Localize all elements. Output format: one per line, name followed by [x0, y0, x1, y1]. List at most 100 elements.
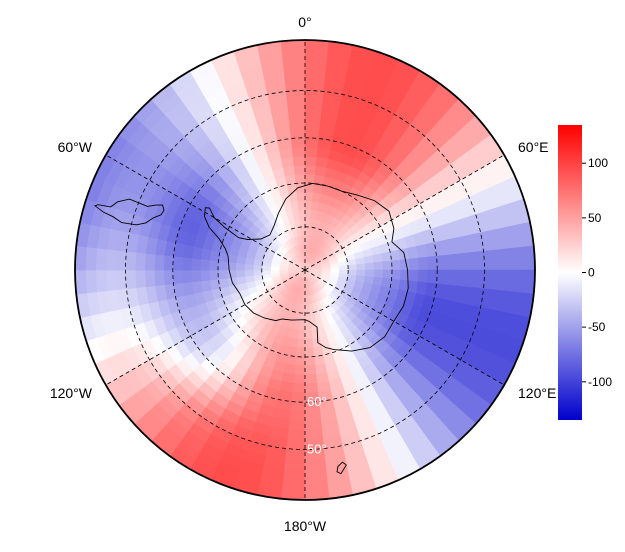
field-cell — [295, 347, 306, 358]
field-cell — [290, 200, 299, 212]
field-cell — [364, 262, 375, 271]
field-cell — [285, 90, 306, 102]
field-cell — [270, 269, 280, 274]
field-cell — [218, 277, 229, 289]
field-cell — [281, 50, 306, 63]
field-cell — [190, 257, 202, 271]
field-cell — [286, 429, 306, 441]
field-cell — [293, 164, 306, 175]
field-cell — [287, 419, 306, 431]
field-cell — [288, 191, 299, 203]
field-cell — [290, 137, 306, 149]
field-cell — [285, 438, 306, 450]
field-cell — [512, 246, 525, 271]
field-cell — [304, 347, 315, 358]
colorbar-gradient — [558, 125, 582, 420]
graticule — [105, 40, 505, 500]
field-cell — [381, 251, 392, 263]
field-cell — [294, 356, 306, 367]
longitude-label: 120°W — [50, 385, 93, 401]
field-cell — [235, 276, 247, 285]
field-cell — [299, 217, 306, 228]
field-cell — [312, 346, 324, 357]
field-cell — [304, 467, 328, 480]
field-cell — [261, 269, 272, 275]
field-cell — [347, 264, 358, 271]
south-america-coast — [94, 198, 165, 226]
field-cell — [217, 260, 228, 271]
field-cell — [373, 269, 384, 279]
field-cell — [235, 269, 246, 278]
field-cell — [153, 253, 165, 271]
field-cell — [190, 269, 202, 283]
field-cell — [297, 200, 306, 211]
field-cell — [382, 260, 393, 271]
antarctica-coast — [204, 182, 409, 352]
field-cell — [445, 253, 457, 271]
field-cell — [304, 365, 317, 376]
field-cell — [356, 263, 366, 271]
field-cell — [512, 269, 525, 294]
field-cell — [105, 248, 118, 271]
field-cell — [364, 269, 375, 278]
field-cell — [304, 429, 324, 441]
map-boundary — [74, 39, 536, 501]
field-cell — [291, 146, 306, 158]
field-cell — [163, 269, 174, 286]
colorbar-ticks: 100 50 0 -50 -100 — [582, 156, 612, 389]
field-cell — [436, 254, 447, 271]
field-cell — [125, 250, 137, 271]
field-cell — [153, 269, 165, 287]
field-cell — [282, 60, 306, 73]
field-cell — [144, 269, 156, 288]
field-cell — [304, 321, 312, 331]
field-cell — [208, 269, 219, 281]
field-cell — [454, 252, 466, 271]
meridian-line — [105, 154, 306, 271]
field-cell — [290, 391, 306, 403]
field-cell — [199, 269, 210, 282]
field-cell — [304, 80, 326, 92]
field-cell — [492, 269, 505, 292]
field-cell — [373, 261, 384, 271]
colorbar-tick-label: 100 — [588, 156, 608, 170]
field-cell — [311, 328, 320, 340]
field-cell — [282, 467, 306, 480]
field-cell — [217, 269, 228, 280]
field-cell — [95, 247, 108, 271]
field-cell — [163, 254, 174, 271]
field-cell — [454, 269, 466, 288]
field-cell — [304, 303, 310, 314]
longitude-label: 0° — [298, 14, 311, 30]
longitude-label: 60°E — [518, 139, 549, 155]
field-cell — [244, 269, 254, 277]
field-cell — [304, 419, 323, 431]
field-cell — [226, 269, 237, 279]
field-cell — [115, 249, 127, 271]
field-cell — [134, 269, 146, 289]
field-cell — [296, 191, 306, 202]
field-cell — [523, 245, 535, 271]
latitude-labels: 60° 50° — [307, 394, 327, 456]
field-cell — [288, 118, 306, 130]
field-cell — [304, 137, 320, 149]
field-cell — [85, 246, 98, 271]
field-cell — [492, 248, 505, 271]
field-cell — [294, 173, 306, 184]
field-cell — [304, 477, 329, 490]
field-cell — [304, 329, 313, 340]
field-cell — [304, 70, 327, 83]
field-cell — [304, 164, 317, 175]
field-cell — [291, 382, 306, 394]
field-cell — [304, 382, 319, 394]
colorbar-tick-label: 0 — [588, 266, 595, 280]
longitude-labels: 0° 60°E 120°E 180°W 120°W 60°W — [50, 14, 556, 534]
anomaly-field — [75, 40, 535, 500]
field-cell — [464, 269, 476, 289]
field-cell — [304, 338, 314, 349]
meridian-line — [304, 154, 505, 271]
field-cell — [473, 250, 485, 271]
field-cell — [304, 50, 329, 63]
field-cell — [304, 457, 327, 470]
